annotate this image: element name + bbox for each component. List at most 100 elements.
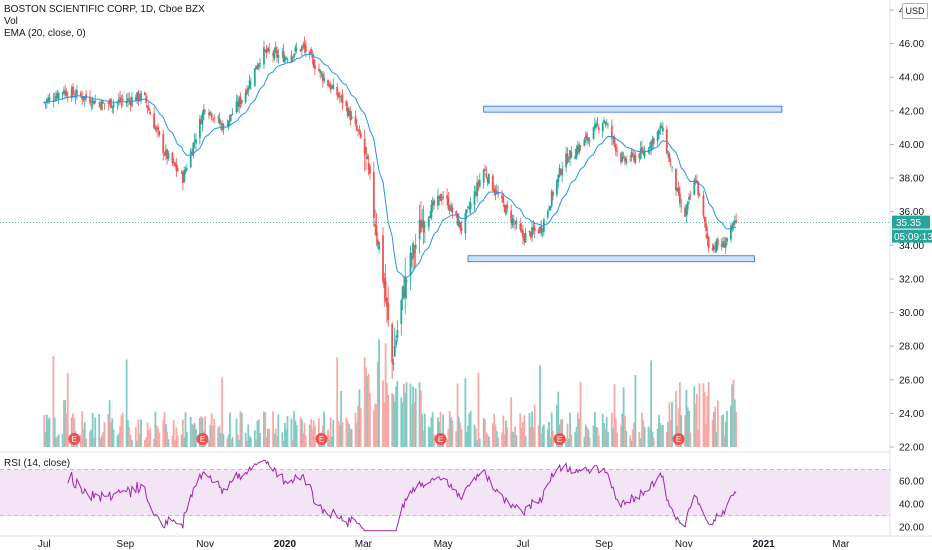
candle-body <box>528 230 531 232</box>
volume-bar <box>401 402 404 447</box>
volume-bar <box>686 407 689 447</box>
volume-bar <box>716 400 719 447</box>
candle-body <box>629 159 632 161</box>
ema-label[interactable]: EMA (20, close, 0) <box>4 28 86 39</box>
volume-bar <box>365 367 367 447</box>
earnings-marker[interactable]: E <box>553 433 566 445</box>
volume-bar <box>502 415 505 447</box>
x-tick-label: Nov <box>196 539 214 550</box>
volume-bar <box>405 382 408 447</box>
volume-bar <box>336 357 339 447</box>
volume-bar <box>195 429 197 447</box>
volume-bar <box>93 438 95 447</box>
volume-bar <box>684 415 687 447</box>
candle-body <box>584 136 587 139</box>
candle-body <box>332 84 335 89</box>
volume-bar <box>668 402 671 447</box>
volume-bar <box>248 435 251 447</box>
candle-body <box>468 207 471 209</box>
candle-body <box>45 99 48 103</box>
volume-bar <box>542 424 545 447</box>
volume-bar <box>358 389 361 447</box>
support-level[interactable] <box>467 255 755 263</box>
candle-body <box>175 163 178 171</box>
volume-bar <box>501 432 503 447</box>
candle-body <box>259 63 261 65</box>
volume-bar <box>707 381 710 447</box>
volume-bar <box>688 410 690 447</box>
candle-body <box>181 172 184 184</box>
volume-bar <box>671 401 673 447</box>
symbol-title[interactable]: BOSTON SCIENTIFIC CORP, 1D, Cboe BZX <box>4 4 205 15</box>
earnings-marker[interactable]: E <box>68 433 81 445</box>
volume-bar <box>286 415 289 447</box>
candle-body <box>147 108 150 111</box>
candle-body <box>167 153 170 159</box>
candle-body <box>337 93 340 97</box>
candle-body <box>418 219 421 240</box>
volume-bar <box>418 382 421 447</box>
volume-bar <box>189 416 192 447</box>
volume-bar <box>685 389 688 447</box>
volume-bar <box>412 386 414 447</box>
candle-body <box>531 227 533 237</box>
resistance-level[interactable] <box>483 105 783 113</box>
candle-body <box>642 151 645 155</box>
volume-bar <box>567 438 570 447</box>
candle-body <box>386 298 388 307</box>
volume-bar <box>52 355 55 447</box>
candle-body <box>656 131 659 142</box>
ema-line-path <box>44 53 737 278</box>
volume-bar <box>735 412 738 447</box>
candle-body <box>146 105 149 109</box>
candle-body <box>358 131 361 133</box>
volume-bar <box>329 417 332 447</box>
volume-bar <box>172 419 175 447</box>
candle-body <box>421 221 424 227</box>
candle-body <box>477 182 480 185</box>
volume-bar <box>293 411 295 447</box>
volume-bar <box>607 432 609 447</box>
candle-body <box>384 281 387 301</box>
candle-body <box>414 244 417 249</box>
earnings-marker[interactable]: E <box>315 433 328 445</box>
volume-bar <box>121 412 124 447</box>
volume-label[interactable]: Vol <box>4 16 18 27</box>
volume-bar <box>641 412 643 447</box>
volume-bar <box>340 390 343 447</box>
volume-bar <box>404 392 407 447</box>
volume-bar <box>467 425 469 447</box>
candle-body <box>327 80 329 87</box>
candle-body <box>723 243 726 248</box>
candle-body <box>639 148 642 159</box>
volume-bar <box>476 440 479 447</box>
candle-body <box>382 235 384 282</box>
volume-bar <box>266 428 269 447</box>
volume-bar <box>183 437 186 447</box>
volume-bar <box>465 432 468 447</box>
volume-bar <box>597 435 600 447</box>
support-resistance-levels[interactable] <box>467 105 783 263</box>
candle-body <box>474 191 477 195</box>
earnings-marker[interactable]: E <box>434 433 447 445</box>
volume-bar <box>219 432 222 447</box>
earnings-marker[interactable]: E <box>196 433 209 445</box>
currency-button[interactable]: USD <box>902 3 928 19</box>
candle-body <box>130 97 133 107</box>
candle-body <box>116 101 119 104</box>
candle-body <box>127 98 129 102</box>
volume-bar <box>593 412 596 447</box>
volume-bar <box>630 440 633 447</box>
volume-bar <box>552 430 554 447</box>
candle-body <box>219 123 222 125</box>
earnings-marker[interactable]: E <box>672 433 685 445</box>
candle-body <box>634 155 637 163</box>
volume-bar <box>596 427 599 447</box>
candle-body <box>391 323 394 363</box>
volume-bar <box>222 433 225 447</box>
candle-body <box>64 90 67 95</box>
rsi-label[interactable]: RSI (14, close) <box>4 458 71 469</box>
candlesticks <box>0 36 890 379</box>
